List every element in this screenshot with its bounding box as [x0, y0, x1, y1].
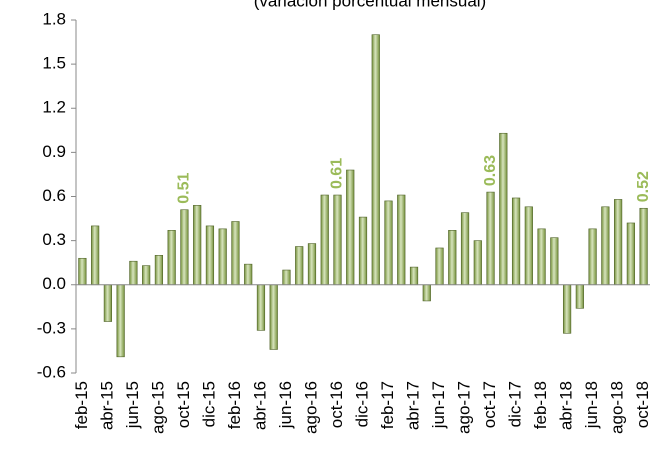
x-tick-label: abr-18: [557, 381, 576, 430]
x-tick-label: oct-16: [327, 381, 346, 428]
value-label: 0.51: [176, 172, 193, 203]
bar: [588, 228, 597, 286]
y-tick-label: 0.0: [42, 274, 66, 293]
y-tick-label: 1.8: [42, 9, 66, 28]
bar: [282, 269, 291, 286]
bar: [256, 284, 266, 331]
bar: [524, 206, 533, 286]
bar: [626, 222, 635, 286]
bar: [371, 34, 380, 286]
x-tick-label: ago-15: [148, 381, 167, 434]
bar: [91, 225, 100, 286]
bar: [154, 255, 164, 286]
bar: [511, 197, 521, 286]
value-label: 0.52: [635, 171, 652, 202]
bar: [333, 194, 342, 286]
bar: [307, 243, 317, 286]
x-tick-label: oct-18: [633, 381, 652, 428]
bar: [116, 284, 125, 358]
x-tick-label: jun-15: [123, 381, 142, 429]
bar: [167, 230, 176, 286]
bar: [537, 228, 546, 286]
bar: [231, 221, 240, 286]
bar: [78, 257, 87, 286]
y-tick-label: -0.6: [37, 362, 66, 381]
bar: [142, 265, 151, 286]
x-tick-label: oct-15: [174, 381, 193, 428]
bar: [269, 284, 278, 350]
bar: [486, 191, 495, 286]
bar: [460, 212, 470, 286]
x-tick-label: jun-17: [429, 381, 448, 429]
chart-subtitle: (variación porcentual mensual): [254, 0, 486, 10]
x-tick-label: feb-16: [225, 381, 244, 429]
x-tick-label: jun-18: [582, 381, 601, 429]
value-label: 0.63: [482, 155, 499, 186]
bar: [435, 247, 444, 286]
bar: [397, 194, 406, 286]
bar: [180, 209, 189, 286]
bar: [384, 200, 393, 286]
bar: [575, 284, 584, 309]
bar: [601, 206, 610, 286]
y-tick-label: 1.2: [42, 98, 66, 117]
bar: [448, 230, 457, 286]
bar: [550, 237, 559, 286]
bar: [422, 284, 431, 302]
bar: [614, 199, 623, 286]
x-tick-label: abr-16: [250, 381, 269, 430]
x-tick-label: abr-15: [97, 381, 116, 430]
bar: [409, 266, 419, 286]
x-tick-label: ago-17: [455, 381, 474, 434]
y-tick-label: -0.3: [37, 318, 66, 337]
x-tick-label: feb-15: [72, 381, 91, 429]
x-tick-label: ago-18: [608, 381, 627, 434]
bar: [193, 205, 202, 286]
x-tick-label: jun-16: [276, 381, 295, 429]
bar: [499, 132, 508, 286]
bar: [346, 169, 355, 286]
value-label: 0.61: [329, 158, 346, 189]
bar: [473, 240, 482, 286]
bar: [244, 263, 253, 286]
x-tick-label: feb-18: [531, 381, 550, 429]
bar: [129, 260, 138, 286]
x-tick-label: abr-17: [404, 381, 423, 430]
bar: [320, 194, 329, 286]
x-tick-label: ago-16: [301, 381, 320, 434]
y-tick-label: 0.9: [42, 142, 66, 161]
x-tick-label: oct-17: [480, 381, 499, 428]
x-tick-label: dic-15: [199, 381, 218, 427]
x-tick-label: dic-17: [506, 381, 525, 427]
y-tick-label: 0.3: [42, 230, 66, 249]
bar: [295, 246, 304, 286]
y-tick-label: 1.5: [42, 54, 66, 73]
y-tick-label: 0.6: [42, 186, 66, 205]
bar: [639, 207, 648, 286]
bar: [358, 216, 368, 286]
x-tick-label: dic-16: [352, 381, 371, 427]
x-tick-label: feb-17: [378, 381, 397, 429]
bar: [103, 284, 112, 322]
bar: [218, 228, 227, 286]
bar: [205, 225, 215, 286]
bar: [562, 284, 572, 334]
